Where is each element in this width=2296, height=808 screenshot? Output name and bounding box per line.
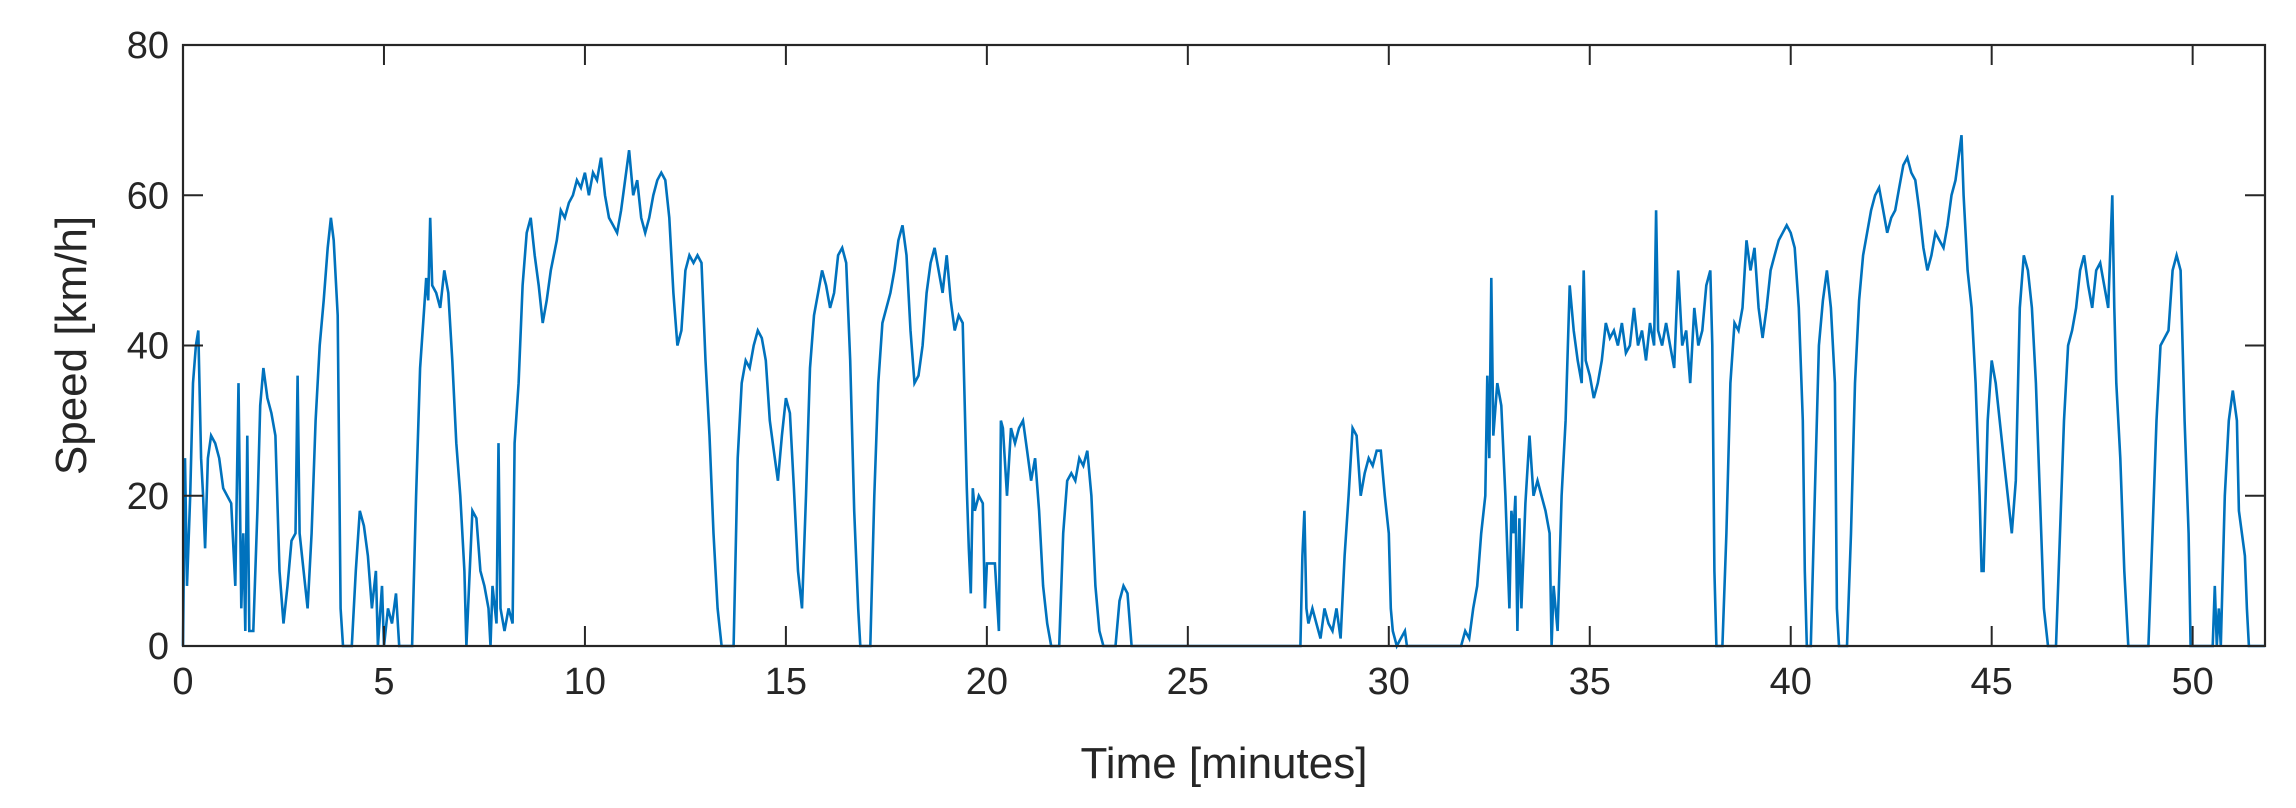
x-tick-label: 20: [966, 661, 1008, 703]
plot-area: [183, 45, 2265, 646]
x-tick-label: 10: [564, 661, 606, 703]
x-tick-label: 40: [1770, 661, 1812, 703]
plot-background: [183, 45, 2265, 646]
x-tick-label: 5: [373, 661, 394, 703]
x-tick-label: 45: [1971, 661, 2013, 703]
y-tick-label: 0: [148, 626, 169, 668]
y-tick-label: 40: [127, 326, 169, 368]
x-axis-title: Time [minutes]: [1081, 739, 1368, 788]
x-tick-label: 35: [1569, 661, 1611, 703]
x-tick-label: 50: [2172, 661, 2214, 703]
x-tick-label: 25: [1167, 661, 1209, 703]
y-tick-label: 20: [127, 476, 169, 518]
x-tick-label: 30: [1368, 661, 1410, 703]
ticks-layer: 0 5 10 15 20 25 30 35 40 45 50 0 20 40 60 80: [127, 25, 2265, 703]
x-tick-label: 15: [765, 661, 807, 703]
y-axis-title: Speed [km/h]: [47, 216, 96, 475]
y-tick-label: 60: [127, 175, 169, 217]
y-tick-label: 80: [127, 25, 169, 67]
x-tick-label: 0: [172, 661, 193, 703]
